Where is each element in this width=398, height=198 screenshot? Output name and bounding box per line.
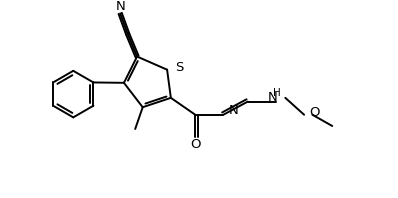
Text: O: O xyxy=(190,138,201,151)
Text: O: O xyxy=(309,106,320,119)
Text: N: N xyxy=(228,105,238,117)
Text: H: H xyxy=(273,88,281,98)
Text: N: N xyxy=(268,91,277,104)
Text: S: S xyxy=(176,61,184,74)
Text: N: N xyxy=(115,0,125,13)
